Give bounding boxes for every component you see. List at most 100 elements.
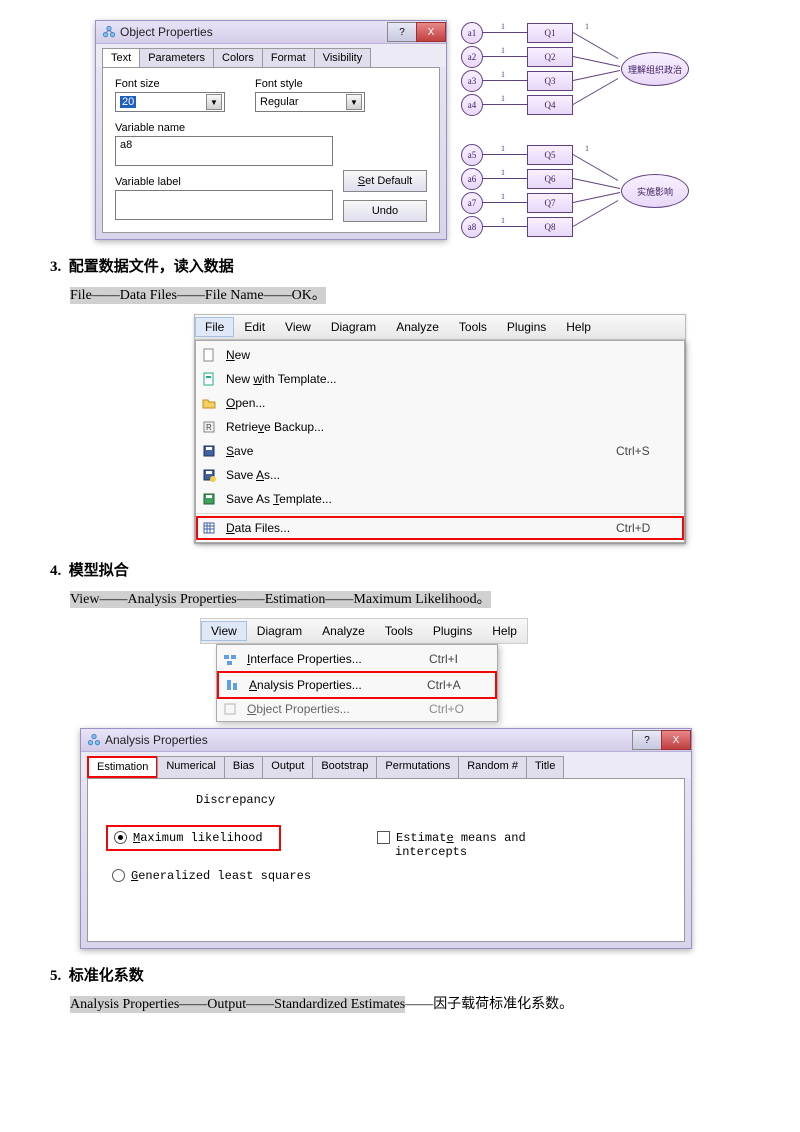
analysis-icon xyxy=(223,677,241,693)
section-3-path: File――Data Files――File Name――OK。 xyxy=(70,284,750,304)
tab-text[interactable]: Text xyxy=(102,48,140,67)
help-button-2[interactable]: ? xyxy=(632,730,662,750)
tab-visibility[interactable]: Visibility xyxy=(314,48,372,67)
node-a1: a1 xyxy=(461,22,483,44)
tab-title[interactable]: Title xyxy=(526,756,564,778)
node-q4: Q4 xyxy=(527,95,573,115)
close-button[interactable]: X xyxy=(416,22,446,42)
menu-item-interface-props[interactable]: Interface Properties...Ctrl+I xyxy=(217,647,497,671)
node-q5: Q5 xyxy=(527,145,573,165)
radio-gls[interactable]: Generalized least squares xyxy=(106,865,317,887)
new-file-icon xyxy=(200,347,218,363)
retrieve-icon: R xyxy=(200,419,218,435)
tab-permutations[interactable]: Permutations xyxy=(376,756,459,778)
save-icon xyxy=(200,443,218,459)
sem-diagram-1: a1 a2 a3 a4 Q1 Q2 Q3 Q4 理解组织政治 1 1 1 1 1 xyxy=(461,20,697,116)
menu-analyze[interactable]: Analyze xyxy=(386,317,449,337)
node-q6: Q6 xyxy=(527,169,573,189)
menubar: File Edit View Diagram Analyze Tools Plu… xyxy=(195,315,685,340)
analysis-properties-dialog: Analysis Properties ? X Estimation Numer… xyxy=(80,728,692,949)
menu-item-new-template[interactable]: New with Template... xyxy=(196,367,684,391)
menu-tools-2[interactable]: Tools xyxy=(375,621,423,641)
interface-icon xyxy=(221,651,239,667)
tab-random[interactable]: Random # xyxy=(458,756,527,778)
tabs: Text Parameters Colors Format Visibility xyxy=(96,44,446,67)
set-default-button[interactable]: Set Default xyxy=(343,170,427,192)
variable-name-input[interactable]: a8 xyxy=(115,136,333,166)
tab-colors[interactable]: Colors xyxy=(213,48,263,67)
variable-label-input[interactable] xyxy=(115,190,333,220)
menu-tools[interactable]: Tools xyxy=(449,317,497,337)
undo-button[interactable]: Undo xyxy=(343,200,427,222)
file-dropdown: New New with Template... Open... RRetrie… xyxy=(195,340,685,543)
tab-parameters[interactable]: Parameters xyxy=(139,48,214,67)
menu-item-open[interactable]: Open... xyxy=(196,391,684,415)
menu-help-2[interactable]: Help xyxy=(482,621,527,641)
dialog-title-2: Analysis Properties xyxy=(105,733,208,747)
file-menu-screenshot: File Edit View Diagram Analyze Tools Plu… xyxy=(194,314,686,544)
menu-diagram-2[interactable]: Diagram xyxy=(247,621,312,641)
menu-item-save[interactable]: SaveCtrl+S xyxy=(196,439,684,463)
node-a4: a4 xyxy=(461,94,483,116)
font-style-value: Regular xyxy=(260,96,299,108)
node-q7: Q7 xyxy=(527,193,573,213)
app-icon xyxy=(102,25,116,39)
svg-text:R: R xyxy=(206,423,212,432)
chevron-down-icon[interactable]: ▼ xyxy=(206,94,222,110)
menu-item-object-props[interactable]: Object Properties...Ctrl+O xyxy=(217,699,497,719)
section-5-path: Analysis Properties――Output――Standardize… xyxy=(70,993,750,1013)
menu-file[interactable]: File xyxy=(195,317,234,337)
node-a2: a2 xyxy=(461,46,483,68)
data-files-icon xyxy=(200,520,218,536)
object-icon xyxy=(221,701,239,717)
menu-item-retrieve[interactable]: RRetrieve Backup... xyxy=(196,415,684,439)
font-style-select[interactable]: Regular ▼ xyxy=(255,92,365,112)
menu-edit[interactable]: Edit xyxy=(234,317,275,337)
variable-label-label: Variable label xyxy=(115,176,333,188)
tab-estimation[interactable]: Estimation xyxy=(87,756,158,778)
section-3-title: 3. 配置数据文件，读入数据 xyxy=(50,255,750,276)
menu-help[interactable]: Help xyxy=(556,317,601,337)
app-icon xyxy=(87,733,101,747)
titlebar: Object Properties ? X xyxy=(96,21,446,44)
check-estimate-means[interactable]: Estimate means andintercepts xyxy=(377,825,526,887)
saveas-icon xyxy=(200,467,218,483)
radio-icon xyxy=(114,831,127,844)
dialog-title: Object Properties xyxy=(120,25,213,39)
menu-item-data-files[interactable]: Data Files...Ctrl+D xyxy=(196,516,684,540)
open-folder-icon xyxy=(200,395,218,411)
node-a6: a6 xyxy=(461,168,483,190)
node-a5: a5 xyxy=(461,144,483,166)
menu-view[interactable]: View xyxy=(275,317,321,337)
menu-analyze-2[interactable]: Analyze xyxy=(312,621,375,641)
font-size-select[interactable]: 20 ▼ xyxy=(115,92,225,112)
view-menu-screenshot: View Diagram Analyze Tools Plugins Help … xyxy=(200,618,528,722)
menu-item-analysis-props[interactable]: Analysis Properties...Ctrl+A xyxy=(217,671,497,699)
close-button-2[interactable]: X xyxy=(661,730,691,750)
menu-plugins-2[interactable]: Plugins xyxy=(423,621,482,641)
latent-1: 理解组织政治 xyxy=(621,52,689,86)
menu-item-saveas-template[interactable]: Save As Template... xyxy=(196,487,684,511)
chevron-down-icon[interactable]: ▼ xyxy=(346,94,362,110)
tab-bootstrap[interactable]: Bootstrap xyxy=(312,756,377,778)
saveas-template-icon xyxy=(200,491,218,507)
font-style-label: Font style xyxy=(255,78,365,90)
tab-format[interactable]: Format xyxy=(262,48,315,67)
node-q1: Q1 xyxy=(527,23,573,43)
menu-item-saveas[interactable]: Save As... xyxy=(196,463,684,487)
tab-output[interactable]: Output xyxy=(262,756,313,778)
section-5-title: 5. 标准化系数 xyxy=(50,964,750,985)
node-q2: Q2 xyxy=(527,47,573,67)
menu-view-2[interactable]: View xyxy=(201,621,247,641)
tab-numerical[interactable]: Numerical xyxy=(157,756,225,778)
tab-bias[interactable]: Bias xyxy=(224,756,263,778)
checkbox-icon xyxy=(377,831,390,844)
menu-diagram[interactable]: Diagram xyxy=(321,317,386,337)
sem-diagram-2: a5 a6 a7 a8 Q5 Q6 Q7 Q8 实施影响 1 1 1 1 1 xyxy=(461,142,697,238)
font-size-value: 20 xyxy=(120,96,136,108)
variable-name-label: Variable name xyxy=(115,122,333,134)
menu-plugins[interactable]: Plugins xyxy=(497,317,556,337)
radio-ml[interactable]: Maximum likelihood xyxy=(106,825,281,851)
menu-item-new[interactable]: New xyxy=(196,343,684,367)
help-button[interactable]: ? xyxy=(387,22,417,42)
